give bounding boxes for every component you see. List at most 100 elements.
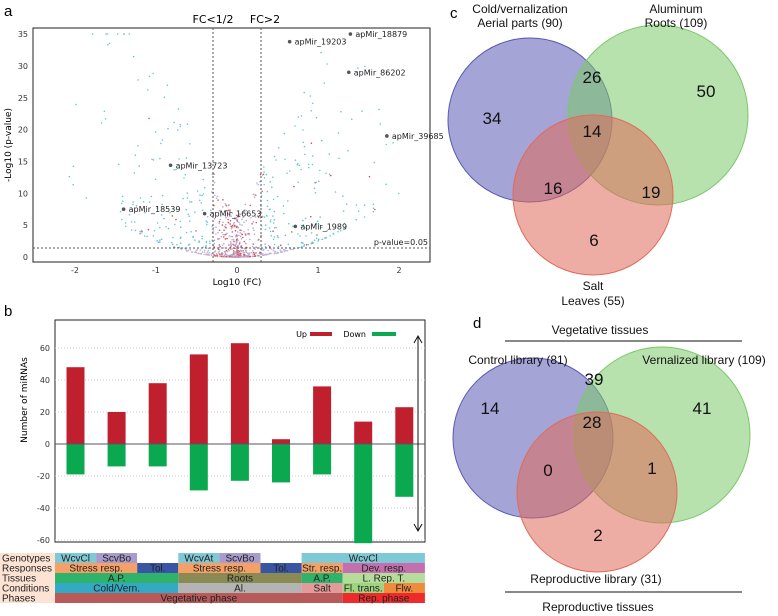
- data-point: [262, 174, 264, 176]
- data-point: [147, 228, 150, 231]
- data-point: [247, 229, 249, 231]
- data-point: [235, 239, 238, 241]
- data-point: [263, 177, 266, 179]
- data-point: [224, 225, 226, 228]
- data-point: [220, 253, 223, 255]
- double-arrow-icon: [413, 334, 423, 533]
- data-point: [236, 240, 238, 243]
- data-point: [218, 237, 221, 240]
- data-point: [284, 158, 286, 161]
- point-label: apMir_18879: [355, 30, 407, 39]
- data-point: [292, 248, 295, 250]
- x-tick-label: 2: [396, 266, 401, 275]
- data-point: [177, 167, 179, 169]
- data-point: [252, 250, 254, 252]
- table-cell: [55, 583, 179, 593]
- data-point: [233, 226, 235, 228]
- data-point: [218, 229, 221, 232]
- data-point: [186, 192, 189, 194]
- data-point: [242, 236, 244, 239]
- bar-down: [395, 444, 414, 497]
- data-point: [120, 202, 123, 205]
- data-point: [171, 215, 174, 217]
- data-point: [225, 255, 227, 258]
- data-point: [294, 125, 296, 127]
- data-point: [236, 248, 238, 251]
- data-point: [317, 238, 320, 241]
- data-point: [272, 238, 275, 241]
- data-point: [268, 253, 270, 256]
- point-label: apMir_39685: [392, 132, 444, 141]
- labeled-point: [202, 211, 207, 216]
- data-point: [320, 139, 323, 142]
- data-point: [232, 223, 235, 225]
- data-point: [221, 224, 224, 226]
- data-point: [264, 243, 266, 245]
- data-point: [317, 223, 320, 225]
- data-point: [189, 201, 191, 203]
- y-tick-label: 10: [18, 189, 28, 198]
- data-point: [252, 243, 255, 245]
- data-point: [397, 192, 400, 195]
- data-point: [314, 192, 317, 194]
- venn-d: Vegetative tissues Control library (81) …: [452, 323, 766, 614]
- region-count: 41: [693, 399, 712, 418]
- data-point: [357, 67, 359, 69]
- data-point: [186, 250, 188, 252]
- y-tick-label: 20: [18, 126, 28, 135]
- data-point: [195, 249, 197, 252]
- data-point: [152, 235, 155, 237]
- region-count: 19: [642, 183, 661, 202]
- data-point: [218, 253, 221, 255]
- data-point: [227, 204, 230, 207]
- data-point: [104, 118, 107, 120]
- data-point: [263, 216, 266, 218]
- data-point: [220, 255, 223, 258]
- venn-circle-salt: [512, 114, 674, 276]
- labeled-point: [293, 224, 298, 229]
- y-tick-label: 5: [23, 221, 28, 230]
- x-tick-label: 0: [234, 266, 239, 275]
- labeled-point: [168, 163, 173, 168]
- data-point: [317, 240, 320, 242]
- data-point: [186, 197, 189, 199]
- data-point: [175, 168, 177, 171]
- data-point: [225, 253, 228, 256]
- bar-up: [148, 383, 167, 444]
- table-cell: [342, 563, 425, 573]
- data-point: [289, 248, 292, 250]
- data-point: [230, 227, 233, 230]
- panel-label-d: d: [473, 315, 481, 332]
- data-point: [276, 251, 279, 254]
- data-point: [185, 157, 188, 159]
- data-point: [239, 235, 242, 238]
- data-point: [385, 183, 387, 186]
- data-point: [243, 240, 246, 243]
- data-point: [68, 175, 71, 178]
- data-point: [272, 230, 274, 232]
- table-cell-label: Stress resp.: [69, 564, 122, 575]
- data-point: [156, 207, 159, 209]
- data-point: [138, 165, 140, 167]
- data-point: [258, 247, 261, 249]
- data-point: [313, 187, 316, 190]
- row-label-bg: [0, 563, 55, 573]
- row-label: Genotypes: [2, 554, 50, 565]
- data-point: [207, 247, 210, 250]
- data-point: [233, 240, 235, 243]
- data-point: [237, 250, 240, 253]
- data-point: [287, 243, 290, 246]
- bar-up: [354, 421, 373, 444]
- data-point: [302, 219, 304, 222]
- data-point: [133, 172, 136, 174]
- data-point: [217, 238, 219, 240]
- data-point: [245, 251, 248, 254]
- data-point: [184, 173, 187, 176]
- data-point: [337, 132, 340, 134]
- bar-up: [313, 386, 332, 444]
- data-point: [198, 240, 200, 242]
- data-point: [130, 221, 133, 223]
- data-point: [176, 129, 179, 131]
- region-count: 50: [697, 82, 716, 101]
- data-point: [321, 226, 323, 229]
